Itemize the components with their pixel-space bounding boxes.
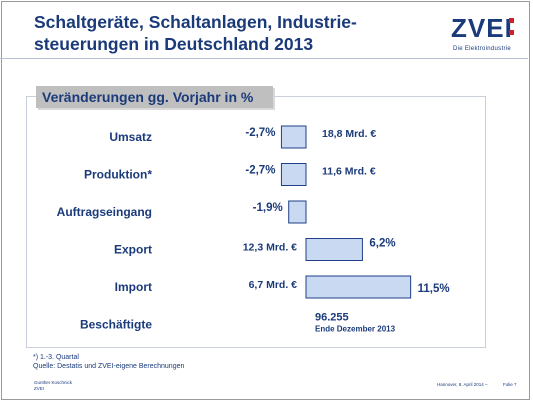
- bar: [280, 163, 307, 186]
- category-label: Umsatz: [109, 130, 152, 144]
- employees-note: Ende Dezember 2013: [315, 325, 396, 334]
- slide-title-line2: steuerungen in Deutschland 2013: [34, 34, 314, 54]
- category-label: Import: [115, 280, 152, 294]
- absolute-label: 6,7 Mrd. €: [249, 279, 298, 291]
- absolute-label: 11,6 Mrd. €: [322, 166, 376, 178]
- value-label: -2,7%: [245, 127, 275, 139]
- value-label: -1,9%: [253, 202, 283, 214]
- absolute-label: 18,8 Mrd. €: [322, 128, 376, 140]
- slide-title-line1: Schaltgeräte, Schaltanlagen, Industrie-: [34, 12, 357, 32]
- category-label: Produktion*: [84, 168, 152, 182]
- slide-date: Hannover, 8. April 2014 –: [437, 382, 488, 387]
- absolute-label: 12,3 Mrd. €: [243, 242, 297, 254]
- logo-subtitle: Die Elektroindustrie: [453, 46, 512, 52]
- employees-value: 96.255: [315, 312, 349, 324]
- header-divider: [0, 58, 528, 59]
- value-label: -2,7%: [245, 165, 275, 177]
- footnote-source: Quelle: Destatis und ZVEI-eigene Berechn…: [33, 363, 185, 370]
- chart-title: Veränderungen gg. Vorjahr in %: [36, 86, 273, 108]
- value-label: 11,5%: [418, 283, 450, 295]
- category-label: Auftragseingang: [57, 205, 152, 219]
- value-label: 6,2%: [369, 238, 395, 250]
- category-label: Export: [114, 243, 152, 257]
- zvei-logo: ZVEI Die Elektroindustrie: [441, 10, 527, 56]
- presenter-name: Gunther Koschnick: [34, 380, 73, 385]
- slide-page-number: Folie 7: [503, 382, 517, 387]
- slide-title: Schaltgeräte, Schaltanlagen, Industrie- …: [34, 11, 424, 55]
- bar: [305, 275, 412, 299]
- presenter-org: ZVEI: [34, 386, 45, 391]
- footnote-quarter: *) 1.-3. Quartal: [33, 354, 79, 361]
- logo-text: ZVEI: [451, 13, 513, 43]
- category-label: Beschäftigte: [80, 318, 152, 332]
- bar: [305, 238, 363, 261]
- bar: [280, 125, 307, 149]
- logo-colon-icon: [509, 18, 514, 38]
- bar: [288, 200, 307, 224]
